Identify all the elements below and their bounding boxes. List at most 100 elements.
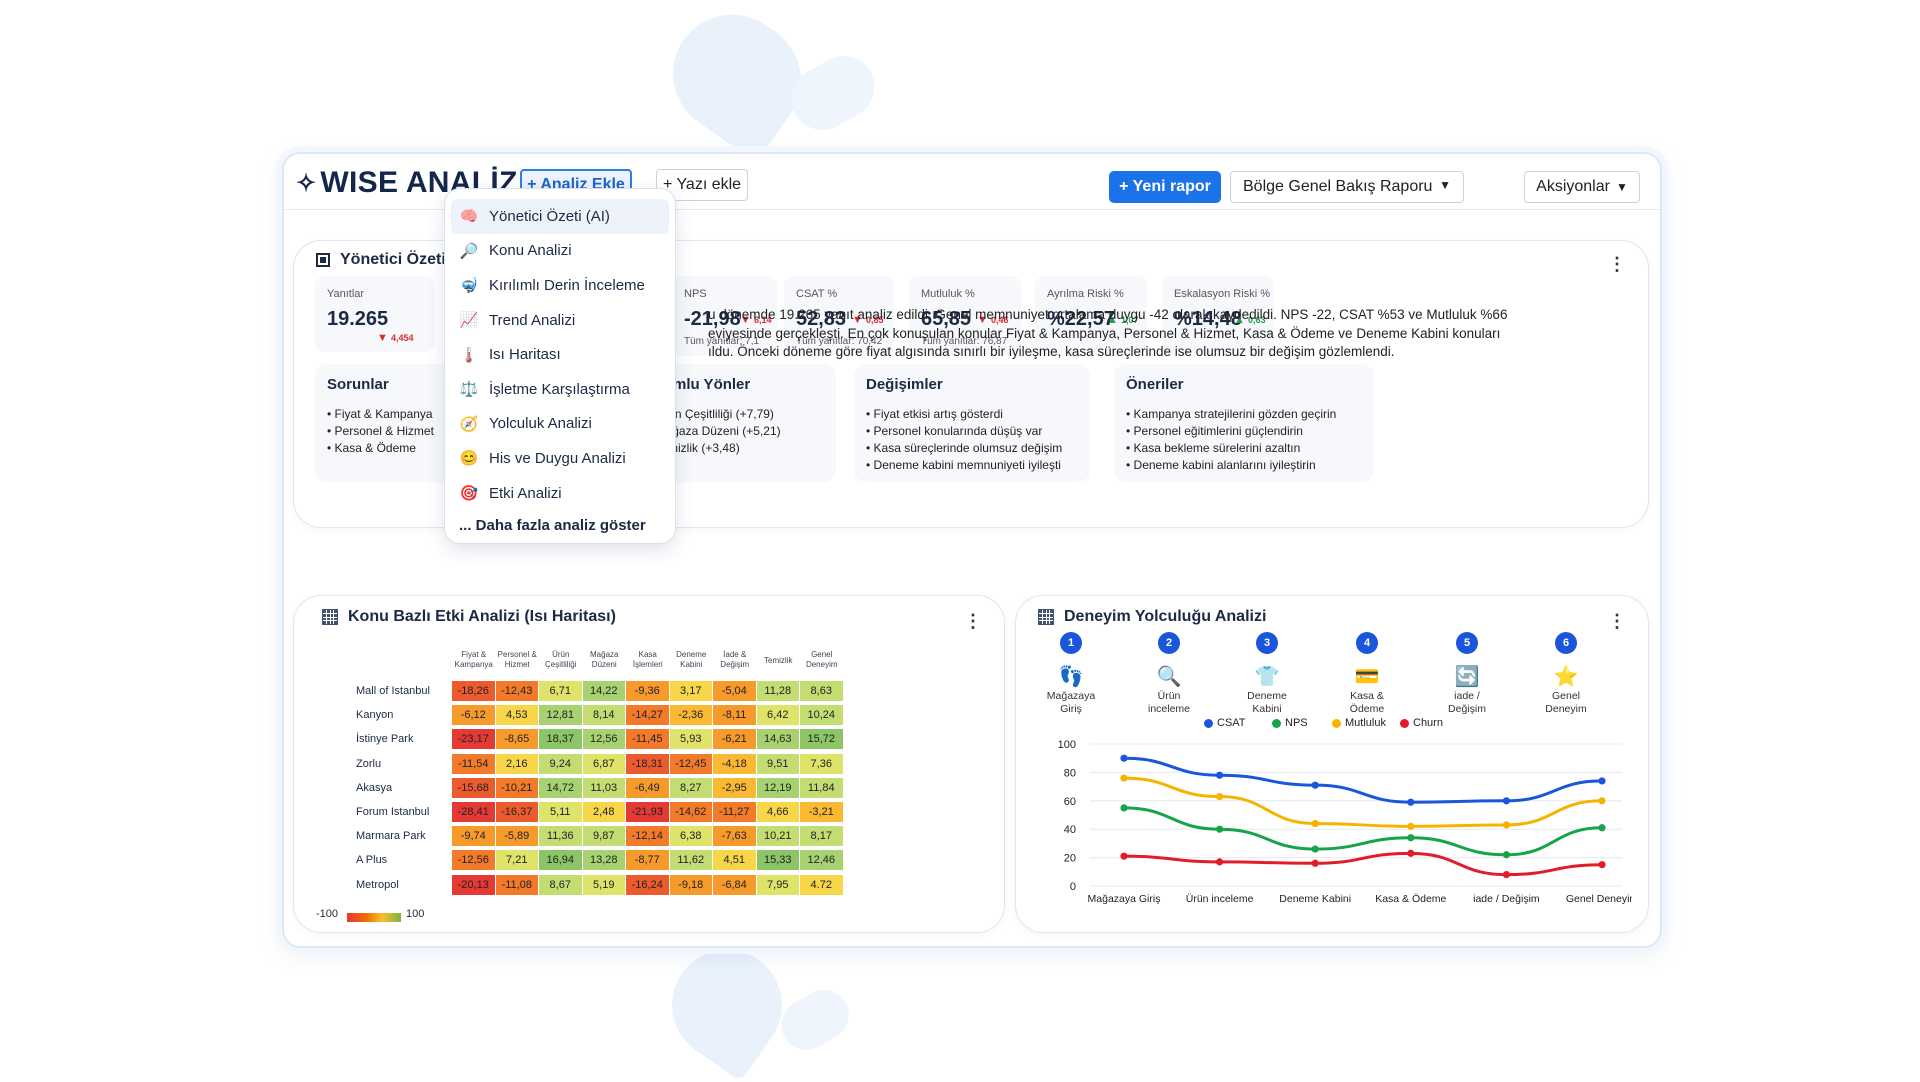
heatmap-cell[interactable]: -12,14 bbox=[626, 826, 670, 849]
heatmap-cell[interactable]: 14,22 bbox=[582, 681, 626, 703]
heatmap-cell[interactable]: -6,12 bbox=[452, 705, 496, 728]
heatmap-cell[interactable]: -9,74 bbox=[452, 826, 496, 849]
journey-step[interactable]: 4 💳 Kasa & Ödeme bbox=[1327, 632, 1407, 716]
heatmap-cell[interactable]: -21,93 bbox=[626, 802, 670, 824]
heatmap-cell[interactable]: -4,18 bbox=[713, 753, 757, 776]
journey-step[interactable]: 5 🔄 iade / Değişim bbox=[1427, 632, 1507, 716]
heatmap-cell[interactable]: 2,48 bbox=[582, 802, 626, 824]
heatmap-cell[interactable]: -11,27 bbox=[713, 802, 757, 824]
heatmap-cell[interactable]: 12,56 bbox=[582, 729, 626, 752]
heatmap-cell[interactable]: 6,42 bbox=[756, 705, 800, 728]
heatmap-cell[interactable]: 8,14 bbox=[582, 705, 626, 728]
heatmap-cell[interactable]: -11,45 bbox=[626, 729, 670, 752]
heatmap-cell[interactable]: 12,46 bbox=[800, 850, 844, 873]
heatmap-cell[interactable]: 8,27 bbox=[669, 777, 713, 800]
heatmap-cell[interactable]: -5,04 bbox=[713, 681, 757, 703]
heatmap-cell[interactable]: -9,18 bbox=[669, 874, 713, 897]
heatmap-cell[interactable]: -12,56 bbox=[452, 850, 496, 873]
heatmap-cell[interactable]: 14,72 bbox=[539, 777, 583, 800]
menu-item[interactable]: ⚖️ İşletme Karşılaştırma bbox=[445, 372, 675, 407]
heatmap-cell[interactable]: -2,36 bbox=[669, 705, 713, 728]
menu-item[interactable]: 🧠 Yönetici Özeti (AI) bbox=[451, 199, 669, 234]
heatmap-cell[interactable]: 12,19 bbox=[756, 777, 800, 800]
heatmap-cell[interactable]: 16,94 bbox=[539, 850, 583, 873]
new-report-button[interactable]: + Yeni rapor bbox=[1109, 171, 1221, 203]
heatmap-cell[interactable]: 3,17 bbox=[669, 681, 713, 703]
heatmap-cell[interactable]: -20,13 bbox=[452, 874, 496, 897]
heatmap-cell[interactable]: 6,87 bbox=[582, 753, 626, 776]
heatmap-cell[interactable]: -28,41 bbox=[452, 802, 496, 824]
heatmap-cell[interactable]: -16,37 bbox=[495, 802, 539, 824]
heatmap-cell[interactable]: 7,95 bbox=[756, 874, 800, 897]
more-options-icon[interactable]: ⋮ bbox=[1608, 254, 1626, 274]
heatmap-cell[interactable]: 4,51 bbox=[713, 850, 757, 873]
heatmap-cell[interactable]: 10,21 bbox=[756, 826, 800, 849]
heatmap-cell[interactable]: -8,77 bbox=[626, 850, 670, 873]
heatmap-cell[interactable]: -15,68 bbox=[452, 777, 496, 800]
heatmap-cell[interactable]: -8,11 bbox=[713, 705, 757, 728]
heatmap-cell[interactable]: 8,63 bbox=[800, 681, 844, 703]
heatmap-cell[interactable]: 2,16 bbox=[495, 753, 539, 776]
more-options-icon[interactable]: ⋮ bbox=[964, 611, 982, 631]
heatmap-cell[interactable]: -16,24 bbox=[626, 874, 670, 897]
heatmap-cell[interactable]: 11,03 bbox=[582, 777, 626, 800]
heatmap-cell[interactable]: -23,17 bbox=[452, 729, 496, 752]
heatmap-cell[interactable]: 14,63 bbox=[756, 729, 800, 752]
heatmap-cell[interactable]: -12,43 bbox=[495, 681, 539, 703]
heatmap-cell[interactable]: -9,36 bbox=[626, 681, 670, 703]
journey-step[interactable]: 1 👣 Mağazaya Giriş bbox=[1031, 632, 1111, 716]
heatmap-cell[interactable]: -14,62 bbox=[669, 802, 713, 824]
journey-step[interactable]: 2 🔍 Ürün inceleme bbox=[1129, 632, 1209, 716]
heatmap-cell[interactable]: -6,21 bbox=[713, 729, 757, 752]
heatmap-cell[interactable]: -11,54 bbox=[452, 753, 496, 776]
menu-item[interactable]: 🔎 Konu Analizi bbox=[445, 234, 675, 269]
heatmap-cell[interactable]: 9,24 bbox=[539, 753, 583, 776]
heatmap-cell[interactable]: 5,93 bbox=[669, 729, 713, 752]
heatmap-cell[interactable]: 12,81 bbox=[539, 705, 583, 728]
heatmap-cell[interactable]: 18,37 bbox=[539, 729, 583, 752]
menu-item[interactable]: 🌡️ Isı Haritası bbox=[445, 337, 675, 372]
heatmap-cell[interactable]: 15,33 bbox=[756, 850, 800, 873]
heatmap-cell[interactable]: 6,71 bbox=[539, 681, 583, 703]
heatmap-cell[interactable]: -12,45 bbox=[669, 753, 713, 776]
heatmap-cell[interactable]: 5,19 bbox=[582, 874, 626, 897]
heatmap-cell[interactable]: 11,36 bbox=[539, 826, 583, 849]
heatmap-cell[interactable]: -14,27 bbox=[626, 705, 670, 728]
heatmap-cell[interactable]: 4,53 bbox=[495, 705, 539, 728]
journey-step[interactable]: 6 ⭐ Genel Deneyim bbox=[1526, 632, 1606, 716]
heatmap-cell[interactable]: 7,36 bbox=[800, 753, 844, 776]
menu-item[interactable]: 📈 Trend Analizi bbox=[445, 303, 675, 338]
heatmap-cell[interactable]: 9,51 bbox=[756, 753, 800, 776]
heatmap-cell[interactable]: 4,66 bbox=[756, 802, 800, 824]
heatmap-cell[interactable]: -10,21 bbox=[495, 777, 539, 800]
heatmap-cell[interactable]: -8,65 bbox=[495, 729, 539, 752]
heatmap-cell[interactable]: 5,11 bbox=[539, 802, 583, 824]
heatmap-cell[interactable]: -18,26 bbox=[452, 681, 496, 703]
heatmap-cell[interactable]: 13,28 bbox=[582, 850, 626, 873]
heatmap-cell[interactable]: -18,31 bbox=[626, 753, 670, 776]
heatmap-cell[interactable]: 8,17 bbox=[800, 826, 844, 849]
heatmap-cell[interactable]: -7,63 bbox=[713, 826, 757, 849]
heatmap-cell[interactable]: -11,08 bbox=[495, 874, 539, 897]
heatmap-cell[interactable]: 4.72 bbox=[800, 874, 844, 897]
heatmap-cell[interactable]: 6,38 bbox=[669, 826, 713, 849]
heatmap-cell[interactable]: 11,84 bbox=[800, 777, 844, 800]
heatmap-cell[interactable]: -6,49 bbox=[626, 777, 670, 800]
journey-step[interactable]: 3 👕 Deneme Kabini bbox=[1227, 632, 1307, 716]
menu-item[interactable]: 🤿 Kırılımlı Derin İnceleme bbox=[445, 268, 675, 303]
menu-item[interactable]: 🎯 Etki Analizi bbox=[445, 476, 675, 511]
heatmap-cell[interactable]: 7,21 bbox=[495, 850, 539, 873]
heatmap-cell[interactable]: 15,72 bbox=[800, 729, 844, 752]
menu-item[interactable]: 🧭 Yolculuk Analizi bbox=[445, 407, 675, 442]
heatmap-cell[interactable]: 10,24 bbox=[800, 705, 844, 728]
heatmap-cell[interactable]: 11,28 bbox=[756, 681, 800, 703]
show-more-analyses-link[interactable]: ... Daha fazla analiz göster bbox=[459, 516, 646, 534]
heatmap-cell[interactable]: -5,89 bbox=[495, 826, 539, 849]
heatmap-cell[interactable]: -3,21 bbox=[800, 802, 844, 824]
menu-item[interactable]: 😊 His ve Duygu Analizi bbox=[445, 441, 675, 476]
more-options-icon[interactable]: ⋮ bbox=[1608, 611, 1626, 631]
heatmap-cell[interactable]: 9,87 bbox=[582, 826, 626, 849]
heatmap-cell[interactable]: 8,67 bbox=[539, 874, 583, 897]
heatmap-cell[interactable]: -6,84 bbox=[713, 874, 757, 897]
heatmap-cell[interactable]: 11,62 bbox=[669, 850, 713, 873]
